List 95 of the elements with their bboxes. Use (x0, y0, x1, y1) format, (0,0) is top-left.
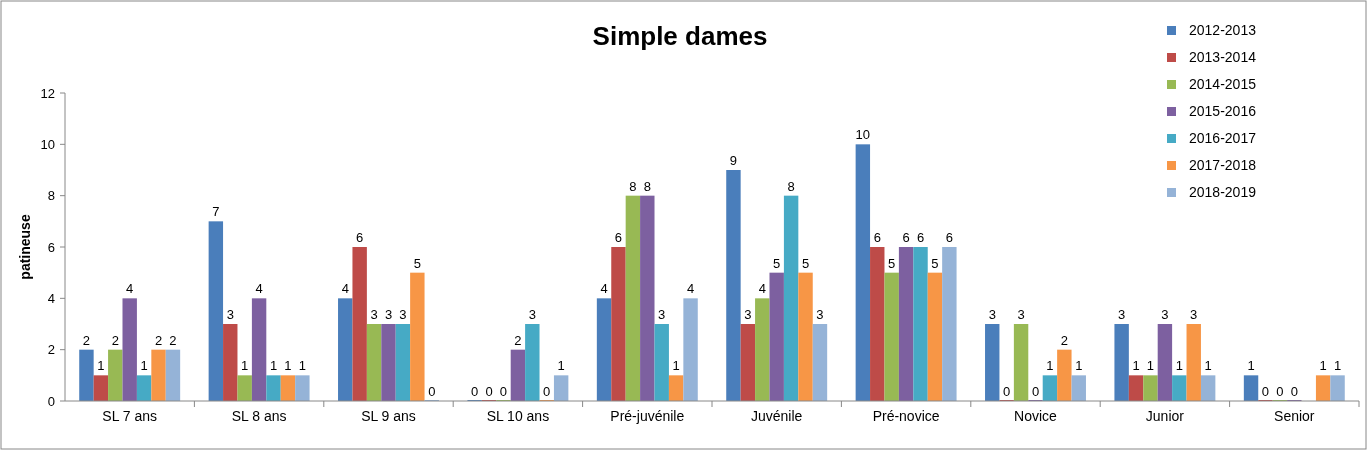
legend-label: 2017-2018 (1189, 157, 1257, 173)
x-tick-label: Novice (1014, 408, 1058, 424)
data-label: 1 (1175, 358, 1183, 374)
data-label: 1 (1247, 358, 1255, 374)
data-label: 3 (1118, 307, 1126, 322)
x-tick-label: Senior (1274, 408, 1315, 424)
data-label: 0 (499, 384, 508, 399)
y-tick-label: 4 (47, 290, 55, 306)
data-label: 8 (787, 178, 795, 194)
data-label: 0 (1261, 384, 1270, 399)
data-label: 1 (672, 358, 680, 374)
y-tick-label: 0 (47, 393, 55, 409)
chart-title: Simple dames (592, 21, 768, 51)
data-label: 0 (1031, 384, 1040, 399)
data-label: 6 (916, 230, 925, 245)
data-label: 2 (1060, 332, 1068, 348)
data-label: 6 (356, 230, 364, 245)
data-label: 3 (1190, 307, 1198, 322)
data-label: 3 (1161, 307, 1169, 322)
data-label: 3 (1017, 307, 1025, 322)
legend-label: 2014-2015 (1189, 76, 1257, 92)
legend-label: 2015-2016 (1189, 103, 1257, 119)
data-label: 4 (686, 281, 695, 297)
x-tick-label: Pré-novice (872, 408, 940, 424)
data-label: 0 (428, 384, 436, 399)
data-label: 1 (269, 358, 278, 374)
x-tick-label: SL 9 ans (361, 408, 416, 424)
legend-label: 2013-2014 (1189, 49, 1257, 65)
data-label: 5 (931, 255, 939, 271)
data-label: 6 (945, 230, 953, 245)
data-label: 3 (370, 307, 378, 322)
legend-label: 2012-2013 (1189, 22, 1257, 38)
data-label: 2 (514, 332, 522, 348)
data-label: 10 (855, 127, 871, 143)
x-tick-label: Junior (1145, 408, 1185, 424)
data-label: 4 (126, 281, 134, 297)
data-label: 5 (888, 255, 896, 271)
data-label: 2 (82, 332, 91, 348)
data-label: 6 (873, 230, 881, 245)
data-label: 7 (212, 204, 220, 220)
data-label: 2 (154, 332, 163, 348)
data-label: 8 (629, 178, 637, 194)
data-label: 1 (1146, 358, 1155, 374)
x-tick-label: Juvénile (751, 408, 803, 424)
y-tick-label: 6 (47, 239, 55, 255)
data-label: 1 (140, 358, 148, 374)
data-label: 3 (744, 307, 752, 322)
data-label: 4 (758, 281, 766, 297)
data-label: 6 (614, 230, 623, 245)
data-label: 0 (485, 384, 493, 399)
y-axis-title: patineuse (17, 214, 33, 280)
y-tick-label: 10 (40, 136, 55, 152)
data-label: 1 (97, 358, 105, 374)
data-label: 0 (471, 384, 479, 399)
x-tick-label: SL 10 ans (486, 408, 550, 424)
data-label: 1 (1319, 358, 1327, 374)
data-label: 1 (298, 358, 306, 374)
data-label: 3 (528, 307, 536, 322)
data-label: 1 (241, 358, 249, 374)
x-tick-label: SL 7 ans (102, 408, 158, 424)
data-label: 2 (169, 332, 177, 348)
y-tick-label: 2 (47, 342, 55, 358)
y-tick-label: 12 (40, 85, 55, 101)
data-label: 2 (111, 332, 119, 348)
data-label: 0 (1290, 384, 1298, 399)
data-label: 1 (1333, 358, 1342, 374)
data-label: 3 (399, 307, 407, 322)
data-label: 8 (643, 178, 651, 194)
data-label: 4 (600, 281, 608, 297)
data-label: 1 (1132, 358, 1140, 374)
legend-label: 2018-2019 (1189, 184, 1257, 200)
data-label: 3 (226, 307, 234, 322)
data-label: 1 (1075, 358, 1083, 374)
y-tick-label: 8 (47, 188, 55, 204)
x-tick-label: SL 8 ans (231, 408, 287, 424)
data-label: 5 (413, 255, 421, 271)
data-label: 0 (1003, 384, 1011, 399)
x-tick-label: Pré-juvénile (610, 408, 685, 424)
data-label: 4 (255, 281, 263, 297)
data-label: 0 (1276, 384, 1284, 399)
data-label: 4 (341, 281, 349, 297)
data-label: 0 (543, 384, 551, 399)
data-label: 1 (1046, 358, 1054, 374)
data-label: 3 (658, 307, 666, 322)
data-label: 1 (557, 358, 565, 374)
legend-label: 2016-2017 (1189, 130, 1257, 146)
data-label: 3 (988, 307, 996, 322)
data-label: 5 (801, 255, 810, 271)
data-label: 1 (284, 358, 292, 374)
data-label: 3 (816, 307, 824, 322)
data-label: 5 (773, 255, 781, 271)
data-label: 9 (729, 153, 738, 168)
data-label: 3 (384, 307, 393, 322)
data-label: 6 (902, 230, 910, 245)
data-label: 1 (1204, 358, 1212, 374)
